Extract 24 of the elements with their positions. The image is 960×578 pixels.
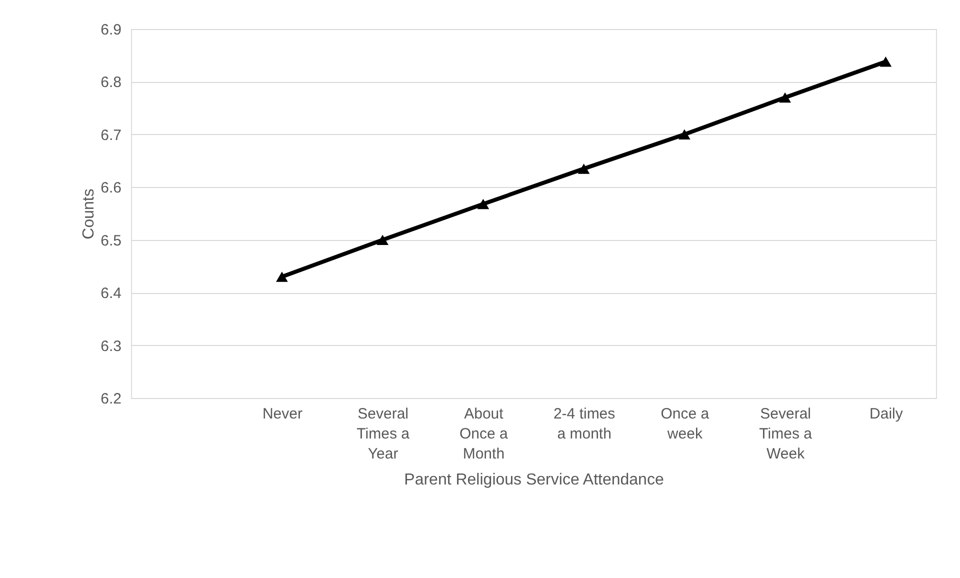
y-tick-label: 6.3 [100,338,122,355]
y-tick-label: 6.9 [100,22,122,38]
x-tick-label: About Once a Month [460,406,509,462]
point [678,129,690,140]
y-tick-label: 6.2 [100,390,122,408]
x-tick-label: Several Times a Week [759,406,813,462]
point [779,92,791,103]
x-tick-label: Several Times a Year [356,406,410,462]
x-axis-title: Parent Religious Service Attendance [404,472,664,488]
x-tick-label: Never [262,406,302,422]
y-axis-title: Counts [80,188,98,240]
point [376,234,388,245]
y-tick-label: 6.4 [100,285,122,302]
point [880,56,892,67]
x-tick-label: Daily [870,406,904,422]
y-tick-label: 6.8 [100,74,122,92]
y-tick-label: 6.6 [100,180,122,197]
y-tick-label: 6.5 [100,232,122,250]
point [477,198,490,210]
x-tick-label: Once a week [660,406,710,442]
point [578,164,590,174]
y-tick-label: 6.7 [100,126,122,144]
x-tick-label: 2-4 times a month [553,406,616,442]
point [276,272,288,282]
